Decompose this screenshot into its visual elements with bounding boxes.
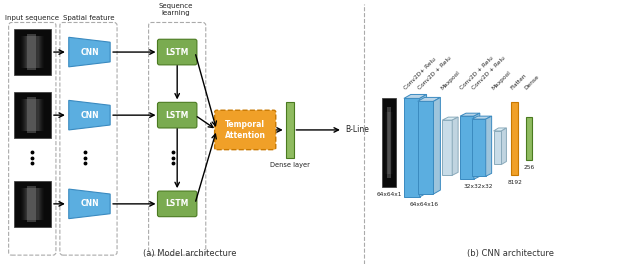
Polygon shape — [420, 95, 427, 197]
Bar — [23, 99, 42, 131]
Polygon shape — [486, 116, 492, 176]
Text: 64x64x16: 64x64x16 — [410, 202, 439, 207]
Bar — [442, 120, 452, 175]
Text: Maxpool: Maxpool — [440, 69, 461, 91]
Polygon shape — [68, 37, 110, 67]
Bar — [460, 116, 474, 179]
Polygon shape — [68, 100, 110, 130]
Bar — [404, 98, 420, 197]
Bar — [27, 186, 36, 222]
Text: 256: 256 — [524, 166, 534, 171]
Text: 64x64x1: 64x64x1 — [376, 192, 402, 197]
Text: LSTM: LSTM — [166, 111, 189, 120]
Bar — [13, 181, 51, 227]
Text: Conv2D + Relu: Conv2D + Relu — [460, 55, 495, 91]
Bar — [24, 99, 40, 131]
Bar — [386, 112, 392, 174]
FancyBboxPatch shape — [157, 102, 197, 128]
Bar — [21, 99, 44, 131]
Polygon shape — [493, 128, 506, 131]
Polygon shape — [472, 116, 492, 119]
Bar — [27, 97, 36, 133]
Text: Spatial feature: Spatial feature — [63, 15, 114, 21]
Text: (a) Model architecture: (a) Model architecture — [143, 249, 237, 258]
Polygon shape — [442, 117, 458, 120]
Bar — [285, 102, 294, 158]
Bar — [25, 99, 40, 131]
Bar — [24, 188, 40, 220]
Polygon shape — [474, 113, 480, 179]
Bar — [24, 36, 40, 68]
Bar — [387, 107, 390, 178]
Bar — [25, 36, 40, 68]
Bar — [25, 188, 40, 220]
Bar — [382, 98, 396, 187]
Text: Sequence
learning: Sequence learning — [158, 3, 193, 16]
Bar — [13, 92, 51, 138]
Text: Conv2D + Relu: Conv2D + Relu — [471, 55, 507, 91]
Text: Dense layer: Dense layer — [269, 162, 310, 168]
Text: CNN: CNN — [80, 48, 99, 56]
Bar — [387, 112, 391, 174]
Bar — [385, 112, 393, 174]
Bar — [511, 102, 518, 175]
FancyBboxPatch shape — [157, 39, 197, 65]
Polygon shape — [418, 97, 440, 101]
FancyBboxPatch shape — [157, 191, 197, 217]
Bar — [472, 119, 486, 176]
Bar — [22, 188, 42, 220]
Bar — [23, 188, 42, 220]
Text: Conv2D+ Relu: Conv2D+ Relu — [403, 56, 437, 91]
Bar — [26, 36, 38, 68]
Bar — [26, 188, 38, 220]
Text: LSTM: LSTM — [166, 199, 189, 208]
Text: 32x32x32: 32x32x32 — [463, 184, 493, 189]
Polygon shape — [433, 97, 440, 194]
Bar — [418, 101, 433, 194]
Bar — [388, 112, 390, 174]
Bar — [27, 34, 36, 70]
Bar — [13, 29, 51, 75]
Polygon shape — [68, 189, 110, 219]
Text: Conv2D + Relu: Conv2D + Relu — [417, 55, 452, 91]
Bar — [26, 99, 38, 131]
Bar — [22, 36, 42, 68]
Text: Flatten: Flatten — [510, 73, 528, 91]
Bar — [493, 131, 502, 164]
Text: Dense: Dense — [524, 74, 540, 91]
Text: CNN: CNN — [80, 199, 99, 208]
Bar — [388, 112, 390, 174]
Bar — [21, 36, 44, 68]
Bar — [526, 117, 532, 161]
Text: LSTM: LSTM — [166, 48, 189, 56]
Text: B-Line: B-Line — [345, 125, 369, 134]
Polygon shape — [460, 113, 480, 116]
Bar — [22, 99, 42, 131]
Text: 8192: 8192 — [508, 180, 522, 185]
Polygon shape — [404, 95, 427, 98]
Bar — [21, 188, 44, 220]
Text: (b) CNN architecture: (b) CNN architecture — [467, 249, 554, 258]
FancyBboxPatch shape — [214, 110, 276, 150]
Text: CNN: CNN — [80, 111, 99, 120]
Polygon shape — [502, 128, 506, 164]
Text: Maxpool: Maxpool — [491, 69, 512, 91]
Text: Temporal
Attention: Temporal Attention — [225, 120, 266, 140]
Bar — [23, 36, 42, 68]
Polygon shape — [452, 117, 458, 175]
Text: Input sequence: Input sequence — [5, 15, 60, 21]
